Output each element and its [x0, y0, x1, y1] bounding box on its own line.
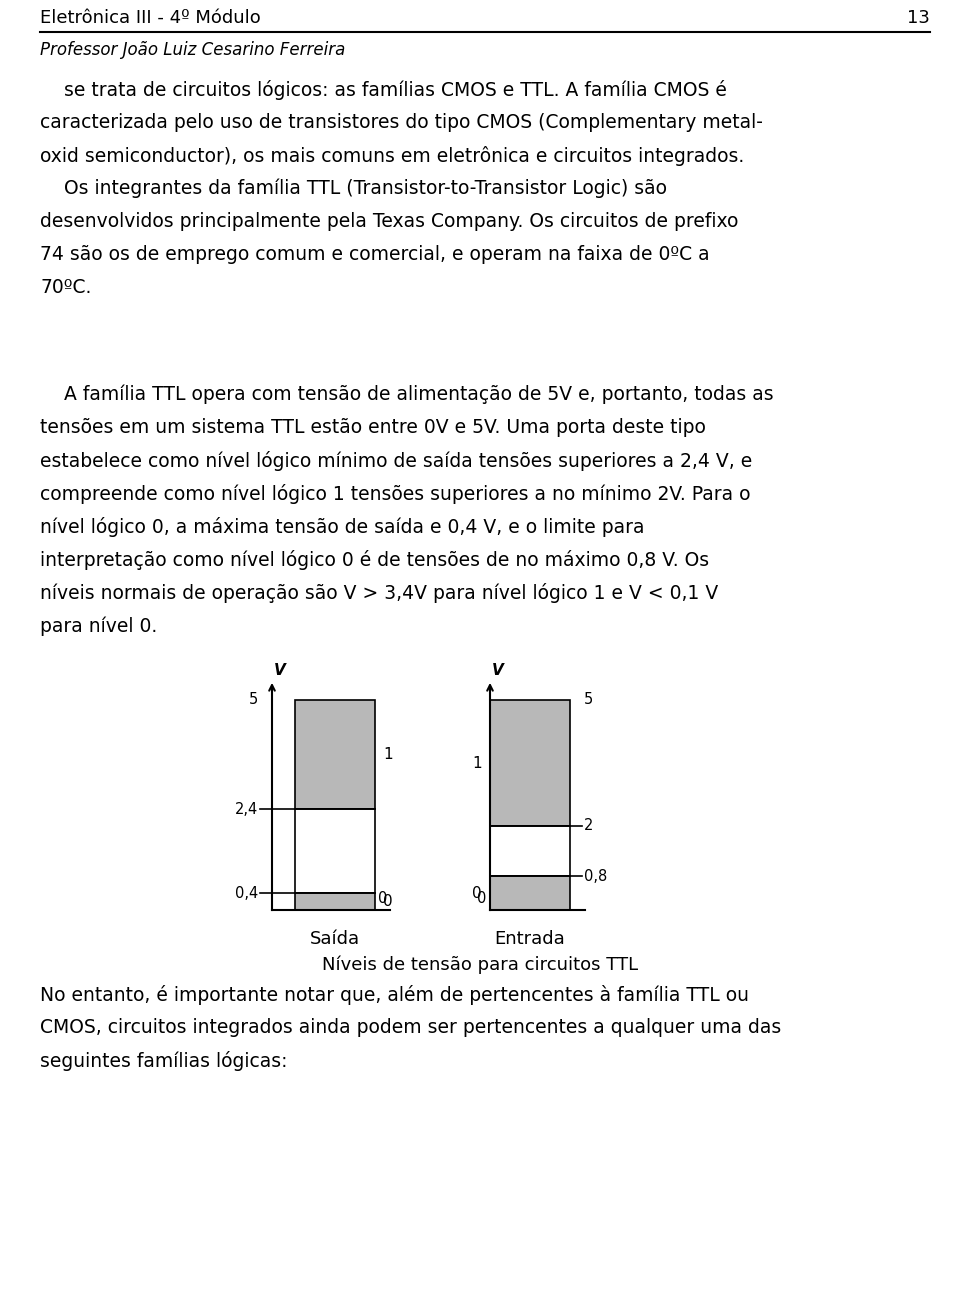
- Text: seguintes famílias lógicas:: seguintes famílias lógicas:: [40, 1052, 287, 1071]
- Text: estabelece como nível lógico mínimo de saída tensões superiores a 2,4 V, e: estabelece como nível lógico mínimo de s…: [40, 451, 753, 470]
- Text: V: V: [274, 663, 286, 678]
- Text: se trata de circuitos lógicos: as famílias CMOS e TTL. A família CMOS é: se trata de circuitos lógicos: as famíli…: [40, 79, 727, 100]
- Bar: [295, 809, 375, 893]
- Bar: [295, 893, 375, 909]
- Bar: [490, 826, 570, 877]
- Text: Saída: Saída: [310, 930, 360, 949]
- Text: oxid semiconductor), os mais comuns em eletrônica e circuitos integrados.: oxid semiconductor), os mais comuns em e…: [40, 146, 744, 165]
- Text: nível lógico 0, a máxima tensão de saída e 0,4 V, e o limite para: nível lógico 0, a máxima tensão de saída…: [40, 517, 644, 537]
- Text: 2: 2: [584, 818, 593, 834]
- Text: Os integrantes da família TTL (Transistor-to-Transistor Logic) são: Os integrantes da família TTL (Transisto…: [40, 179, 667, 198]
- Text: 1: 1: [383, 747, 393, 762]
- Text: Entrada: Entrada: [494, 930, 565, 949]
- Text: interpretação como nível lógico 0 é de tensões de no máximo 0,8 V. Os: interpretação como nível lógico 0 é de t…: [40, 550, 709, 569]
- Text: Eletrônica III - 4º Módulo: Eletrônica III - 4º Módulo: [40, 9, 261, 27]
- Text: tensões em um sistema TTL estão entre 0V e 5V. Uma porta deste tipo: tensões em um sistema TTL estão entre 0V…: [40, 418, 706, 437]
- Text: 0,8: 0,8: [584, 869, 608, 883]
- Text: 0: 0: [383, 894, 393, 909]
- Bar: [295, 700, 375, 809]
- Text: 13: 13: [907, 9, 930, 27]
- Bar: [490, 700, 570, 826]
- Text: níveis normais de operação são V > 3,4V para nível lógico 1 e V < 0,1 V: níveis normais de operação são V > 3,4V …: [40, 582, 718, 603]
- Text: 0: 0: [476, 891, 486, 906]
- Text: 0: 0: [378, 891, 388, 906]
- Text: A família TTL opera com tensão de alimentação de 5V e, portanto, todas as: A família TTL opera com tensão de alimen…: [40, 384, 774, 404]
- Text: CMOS, circuitos integrados ainda podem ser pertencentes a qualquer uma das: CMOS, circuitos integrados ainda podem s…: [40, 1018, 781, 1037]
- Text: 74 são os de emprego comum e comercial, e operam na faixa de 0ºC a: 74 são os de emprego comum e comercial, …: [40, 245, 709, 265]
- Text: Níveis de tensão para circuitos TTL: Níveis de tensão para circuitos TTL: [322, 955, 638, 973]
- Text: 1: 1: [472, 756, 482, 770]
- Text: para nível 0.: para nível 0.: [40, 616, 157, 636]
- Text: 0,4: 0,4: [235, 886, 258, 900]
- Text: 5: 5: [249, 692, 258, 708]
- Text: desenvolvidos principalmente pela Texas Company. Os circuitos de prefixo: desenvolvidos principalmente pela Texas …: [40, 212, 738, 231]
- Text: No entanto, é importante notar que, além de pertencentes à família TTL ou: No entanto, é importante notar que, além…: [40, 985, 749, 1005]
- Text: V: V: [492, 663, 504, 678]
- Text: 0: 0: [472, 886, 482, 900]
- Text: 2,4: 2,4: [235, 801, 258, 817]
- Text: 5: 5: [584, 692, 593, 708]
- Text: caracterizada pelo uso de transistores do tipo CMOS (Complementary metal-: caracterizada pelo uso de transistores d…: [40, 113, 763, 132]
- Text: 70ºC.: 70ºC.: [40, 278, 91, 297]
- Text: Professor João Luiz Cesarino Ferreira: Professor João Luiz Cesarino Ferreira: [40, 40, 346, 59]
- Text: compreende como nível lógico 1 tensões superiores a no mínimo 2V. Para o: compreende como nível lógico 1 tensões s…: [40, 483, 751, 504]
- Bar: [490, 877, 570, 909]
